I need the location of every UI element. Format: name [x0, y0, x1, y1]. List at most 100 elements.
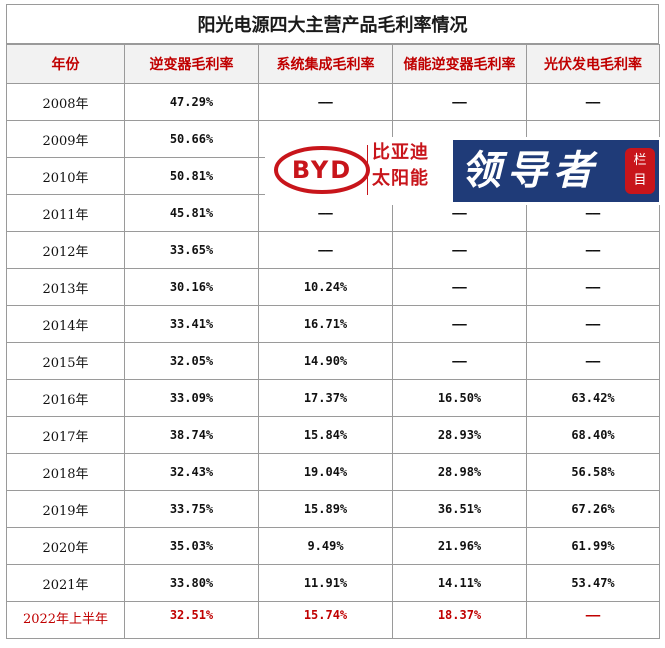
inverter-margin-cell: 45.81% — [124, 194, 259, 232]
system-integration-margin-cell: 16.71% — [258, 305, 393, 343]
byd-line-1: 比亚迪 — [372, 142, 429, 163]
storage-inverter-margin-cell: —— — [392, 83, 527, 121]
header-system-integration-margin: 系统集成毛利率 — [258, 44, 393, 84]
table-body: 2008年 47.29% —— —— —— 2009年 50.66% 2010年 50.81% 2… — [6, 83, 660, 639]
inverter-margin-cell: 32.51% — [124, 601, 259, 639]
storage-inverter-margin-cell: —— — [392, 231, 527, 269]
year-cell: 2018年 — [6, 453, 125, 491]
logo-separator — [367, 145, 368, 195]
pv-generation-margin-cell: 61.99% — [526, 527, 660, 565]
pv-generation-margin-cell: 68.40% — [526, 416, 660, 454]
system-integration-margin-cell: 14.90% — [258, 342, 393, 380]
table-row: 2012年 33.65% —— —— —— — [6, 231, 660, 269]
year-cell: 2009年 — [6, 120, 125, 158]
table-row: 2014年 33.41% 16.71% —— —— — [6, 305, 660, 343]
table-title: 阳光电源四大主营产品毛利率情况 — [6, 4, 659, 44]
pv-generation-margin-cell: 67.26% — [526, 490, 660, 528]
column-badge: 栏 目 — [625, 148, 655, 194]
table-row: 2020年 35.03% 9.49% 21.96% 61.99% — [6, 527, 660, 565]
year-cell: 2011年 — [6, 194, 125, 232]
pv-generation-margin-cell: 63.42% — [526, 379, 660, 417]
byd-line-2: 太阳能 — [372, 168, 429, 189]
table-row: 2016年 33.09% 17.37% 16.50% 63.42% — [6, 379, 660, 417]
storage-inverter-margin-cell: 28.98% — [392, 453, 527, 491]
system-integration-margin-cell: 17.37% — [258, 379, 393, 417]
inverter-margin-cell: 35.03% — [124, 527, 259, 565]
system-integration-margin-cell: 9.49% — [258, 527, 393, 565]
byd-leader-watermark: BYD 比亚迪 太阳能 领导者 栏 目 — [265, 137, 660, 205]
system-integration-margin-cell: 11.91% — [258, 564, 393, 602]
gross-margin-table: 年份 逆变器毛利率 系统集成毛利率 储能逆变器毛利率 光伏发电毛利率 2008年… — [6, 44, 660, 639]
header-row: 年份 逆变器毛利率 系统集成毛利率 储能逆变器毛利率 光伏发电毛利率 — [6, 44, 660, 84]
inverter-margin-cell: 32.43% — [124, 453, 259, 491]
byd-logo-icon: BYD — [274, 146, 370, 194]
year-cell: 2022年上半年 — [6, 601, 125, 639]
system-integration-margin-cell: 15.84% — [258, 416, 393, 454]
year-cell: 2020年 — [6, 527, 125, 565]
inverter-margin-cell: 47.29% — [124, 83, 259, 121]
year-cell: 2017年 — [6, 416, 125, 454]
byd-logo-text: BYD — [292, 156, 352, 184]
table-row: 2021年 33.80% 11.91% 14.11% 53.47% — [6, 564, 660, 602]
table-row: 2013年 30.16% 10.24% —— —— — [6, 268, 660, 306]
system-integration-margin-cell: —— — [258, 83, 393, 121]
year-cell: 2015年 — [6, 342, 125, 380]
header-storage-inverter-margin: 储能逆变器毛利率 — [392, 44, 527, 84]
year-cell: 2016年 — [6, 379, 125, 417]
inverter-margin-cell: 32.05% — [124, 342, 259, 380]
storage-inverter-margin-cell: 21.96% — [392, 527, 527, 565]
pv-generation-margin-cell: 56.58% — [526, 453, 660, 491]
inverter-margin-cell: 33.65% — [124, 231, 259, 269]
storage-inverter-margin-cell: —— — [392, 268, 527, 306]
leader-banner: 领导者 栏 目 — [453, 140, 659, 202]
storage-inverter-margin-cell: 18.37% — [392, 601, 527, 639]
system-integration-margin-cell: —— — [258, 231, 393, 269]
year-cell: 2013年 — [6, 268, 125, 306]
storage-inverter-margin-cell: —— — [392, 342, 527, 380]
year-cell: 2008年 — [6, 83, 125, 121]
system-integration-margin-cell: 10.24% — [258, 268, 393, 306]
year-cell: 2019年 — [6, 490, 125, 528]
leader-text: 领导者 — [461, 147, 599, 194]
year-cell: 2014年 — [6, 305, 125, 343]
pv-generation-margin-cell: —— — [526, 305, 660, 343]
inverter-margin-cell: 50.81% — [124, 157, 259, 195]
table-row: 2018年 32.43% 19.04% 28.98% 56.58% — [6, 453, 660, 491]
storage-inverter-margin-cell: 36.51% — [392, 490, 527, 528]
table-row: 2008年 47.29% —— —— —— — [6, 83, 660, 121]
system-integration-margin-cell: 19.04% — [258, 453, 393, 491]
badge-line-2: 目 — [633, 173, 647, 188]
pv-generation-margin-cell: —— — [526, 268, 660, 306]
inverter-margin-cell: 33.75% — [124, 490, 259, 528]
table-row: 2019年 33.75% 15.89% 36.51% 67.26% — [6, 490, 660, 528]
header-pv-generation-margin: 光伏发电毛利率 — [526, 44, 660, 84]
inverter-margin-cell: 50.66% — [124, 120, 259, 158]
inverter-margin-cell: 33.09% — [124, 379, 259, 417]
header-year: 年份 — [6, 44, 125, 84]
inverter-margin-cell: 30.16% — [124, 268, 259, 306]
storage-inverter-margin-cell: 16.50% — [392, 379, 527, 417]
pv-generation-margin-cell: —— — [526, 601, 660, 639]
table-row: 2015年 32.05% 14.90% —— —— — [6, 342, 660, 380]
table-row: 2022年上半年 32.51% 15.74% 18.37% —— — [6, 601, 660, 639]
inverter-margin-cell: 33.41% — [124, 305, 259, 343]
storage-inverter-margin-cell: 28.93% — [392, 416, 527, 454]
table-row: 2017年 38.74% 15.84% 28.93% 68.40% — [6, 416, 660, 454]
pv-generation-margin-cell: —— — [526, 231, 660, 269]
pv-generation-margin-cell: —— — [526, 342, 660, 380]
storage-inverter-margin-cell: 14.11% — [392, 564, 527, 602]
inverter-margin-cell: 38.74% — [124, 416, 259, 454]
inverter-margin-cell: 33.80% — [124, 564, 259, 602]
pv-generation-margin-cell: —— — [526, 83, 660, 121]
badge-line-1: 栏 — [633, 153, 647, 168]
pv-generation-margin-cell: 53.47% — [526, 564, 660, 602]
system-integration-margin-cell: 15.74% — [258, 601, 393, 639]
year-cell: 2021年 — [6, 564, 125, 602]
year-cell: 2012年 — [6, 231, 125, 269]
byd-solar-label: 比亚迪 太阳能 — [372, 140, 442, 192]
system-integration-margin-cell: 15.89% — [258, 490, 393, 528]
year-cell: 2010年 — [6, 157, 125, 195]
storage-inverter-margin-cell: —— — [392, 305, 527, 343]
header-inverter-margin: 逆变器毛利率 — [124, 44, 259, 84]
